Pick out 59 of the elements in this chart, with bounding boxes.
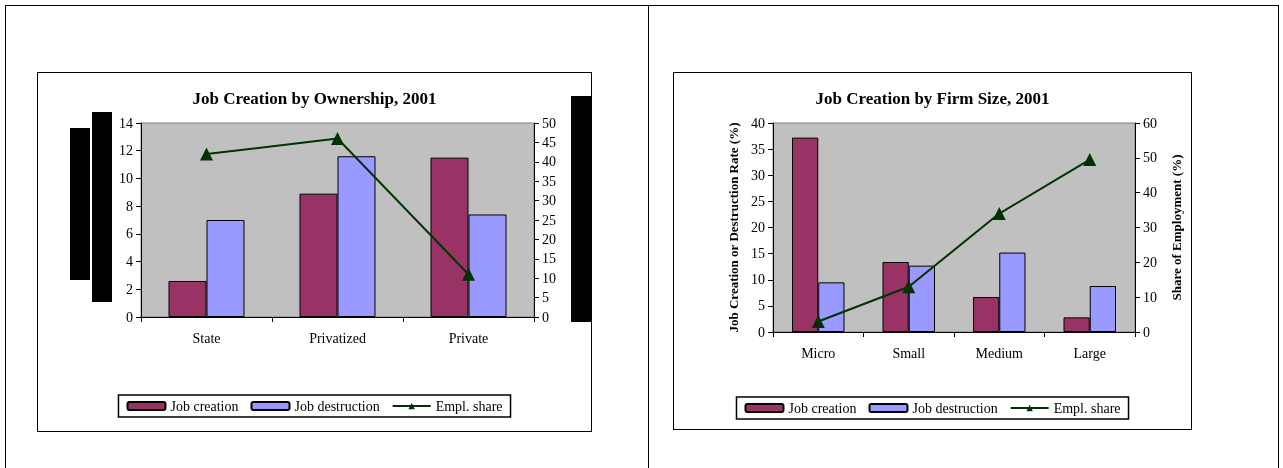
x-tick-label: Micro bbox=[801, 345, 836, 361]
y2-axis-title: Share of Employment (%) bbox=[1169, 154, 1184, 301]
y2-tick-label: 30 bbox=[1143, 220, 1157, 235]
x-tick-label: Small bbox=[892, 345, 926, 361]
y2-tick-label: 50 bbox=[542, 115, 556, 131]
y2-tick-label: 0 bbox=[542, 309, 549, 325]
point bbox=[811, 315, 825, 329]
y-tick-label: 12 bbox=[119, 143, 133, 159]
y-tick-label: 0 bbox=[758, 324, 765, 340]
legend-label: Empl. share bbox=[435, 398, 503, 414]
y-tick-label: 40 bbox=[751, 115, 765, 131]
x-tick-label: Private bbox=[448, 330, 489, 346]
y-tick-label: 2 bbox=[126, 281, 133, 297]
y-tick-label: 14 bbox=[119, 115, 133, 131]
legend-label: Empl. share bbox=[1053, 400, 1121, 416]
y-tick-label: 15 bbox=[751, 246, 765, 262]
x-tick-label: Privatized bbox=[309, 330, 366, 346]
chart-title: Job Creation by Ownership, 2001 bbox=[192, 89, 437, 108]
y-axis-title: Job Creation or Destruction Rate (%) bbox=[726, 122, 742, 333]
point bbox=[1083, 153, 1097, 167]
y-tick-label: 0 bbox=[126, 309, 133, 325]
point bbox=[331, 132, 344, 146]
y2-tick-label: 15 bbox=[542, 251, 556, 267]
x-tick-label: Large bbox=[1073, 345, 1106, 361]
y-tick-label: 25 bbox=[751, 193, 765, 209]
y2-tick-label: 5 bbox=[542, 290, 549, 306]
legend-label: Job destruction bbox=[912, 400, 998, 416]
y2-tick-label: 40 bbox=[542, 154, 556, 170]
point bbox=[902, 280, 916, 294]
y2-tick-label: 60 bbox=[1143, 115, 1157, 131]
y-tick-label: 35 bbox=[751, 141, 765, 157]
y2-tick-label: 20 bbox=[1143, 254, 1157, 270]
y-tick-label: 10 bbox=[751, 272, 765, 288]
x-tick-label: State bbox=[192, 330, 221, 346]
point bbox=[992, 207, 1006, 221]
y2-tick-label: 10 bbox=[542, 270, 556, 286]
y2-tick-label: 50 bbox=[1143, 150, 1157, 166]
legend-label: Job destruction bbox=[294, 398, 380, 414]
y2-tick-label: 45 bbox=[542, 134, 556, 150]
x-tick-label: Medium bbox=[975, 345, 1024, 361]
y2-tick-label: 25 bbox=[542, 212, 556, 228]
y-tick-label: 10 bbox=[119, 170, 133, 186]
y-tick-label: 8 bbox=[126, 198, 133, 214]
legend-label: Job creation bbox=[788, 400, 857, 416]
y-tick-label: 30 bbox=[751, 167, 765, 183]
point bbox=[462, 267, 475, 281]
y2-tick-label: 35 bbox=[542, 173, 556, 189]
y-tick-label: 4 bbox=[126, 254, 133, 270]
y-tick-label: 5 bbox=[758, 298, 765, 314]
point bbox=[200, 147, 213, 161]
legend-label: Job creation bbox=[170, 398, 239, 414]
y2-tick-label: 30 bbox=[542, 193, 556, 209]
chart-title: Job Creation by Firm Size, 2001 bbox=[815, 89, 1050, 108]
y-tick-label: 20 bbox=[751, 220, 765, 235]
y2-tick-label: 10 bbox=[1143, 289, 1157, 305]
y2-tick-label: 0 bbox=[1143, 324, 1150, 340]
y2-tick-label: 20 bbox=[542, 231, 556, 247]
y-tick-label: 6 bbox=[126, 226, 133, 242]
y2-tick-label: 40 bbox=[1143, 185, 1157, 201]
